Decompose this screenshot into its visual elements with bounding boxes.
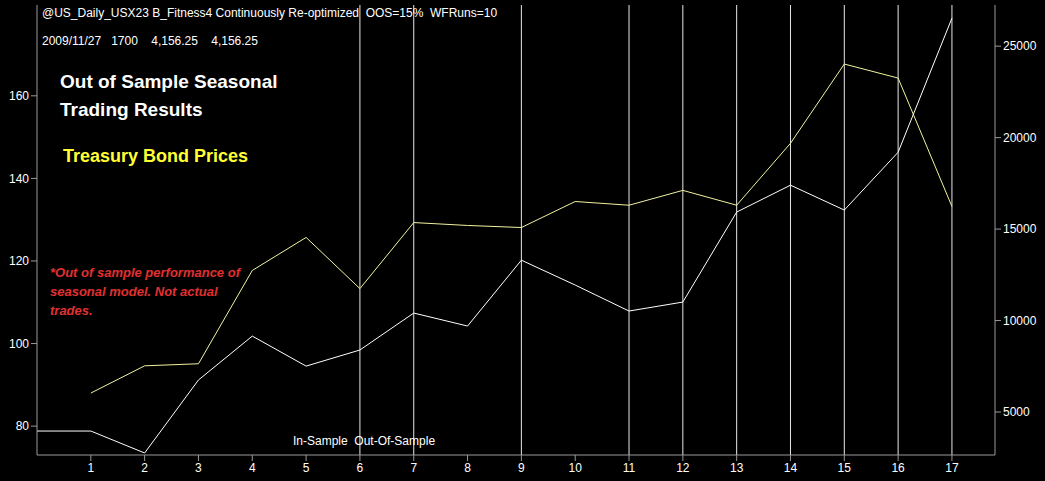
svg-text:3: 3 <box>195 461 202 475</box>
svg-text:25000: 25000 <box>1003 39 1037 53</box>
svg-text:1: 1 <box>87 461 94 475</box>
svg-text:20000: 20000 <box>1003 131 1037 145</box>
svg-text:4: 4 <box>249 461 256 475</box>
svg-text:7: 7 <box>410 461 417 475</box>
svg-text:10000: 10000 <box>1003 314 1037 328</box>
svg-text:160: 160 <box>9 89 29 103</box>
svg-text:140: 140 <box>9 172 29 186</box>
svg-text:12: 12 <box>676 461 690 475</box>
svg-text:9: 9 <box>518 461 525 475</box>
svg-text:6: 6 <box>357 461 364 475</box>
svg-text:120: 120 <box>9 254 29 268</box>
svg-text:5000: 5000 <box>1003 405 1030 419</box>
svg-text:80: 80 <box>16 419 30 433</box>
html-text:Treasury Bond Prices: Treasury Bond Prices <box>63 146 249 166</box>
svg-text:13: 13 <box>730 461 744 475</box>
html-text:*Out of sample performance of: *Out of sample performance of seasonal m… <box>50 265 240 318</box>
svg-text:8: 8 <box>464 461 471 475</box>
html-text:2009/11/27 1700 4,156.25 4,156: 2009/11/27 1700 4,156.25 4,156.25 <box>42 34 258 48</box>
svg-text:15: 15 <box>838 461 852 475</box>
html-text:In-Sample Out-Of-Sample: In-Sample Out-Of-Sample <box>293 434 436 448</box>
svg-text:15000: 15000 <box>1003 222 1037 236</box>
svg-text:14: 14 <box>784 461 798 475</box>
svg-text:2: 2 <box>141 461 148 475</box>
svg-text:11: 11 <box>623 461 636 475</box>
svg-text:10: 10 <box>569 461 583 475</box>
svg-text:17: 17 <box>945 461 959 475</box>
svg-text:16: 16 <box>891 461 905 475</box>
svg-text:5: 5 <box>303 461 310 475</box>
html-text:@US_Daily_USX23 B_Fitness4 Con: @US_Daily_USX23 B_Fitness4 Continuously … <box>42 6 498 20</box>
html-text:Out of Sample Seasonal Trading: Out of Sample Seasonal Trading Results <box>60 71 278 120</box>
svg-text:100: 100 <box>9 337 29 351</box>
